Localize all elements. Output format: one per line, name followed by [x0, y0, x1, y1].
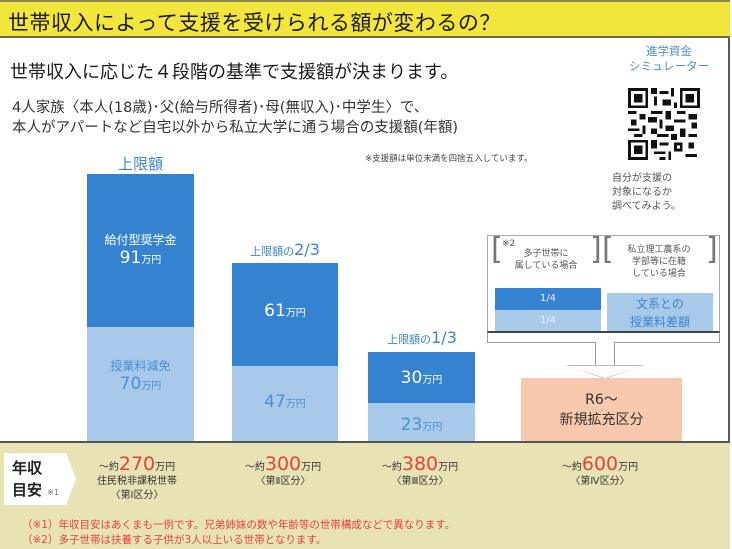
income-tier-2-category: 〈第Ⅱ区分〉 [255, 476, 311, 487]
bracket-close-icon: ] [590, 232, 602, 267]
simulator-note-line-1: 自分が支援の [612, 173, 672, 184]
bar-3-top-label: 上限額の1/3 [362, 328, 482, 347]
quarter-scholarship: 1/4 [495, 288, 601, 310]
income-tier-3-unit: 万円 [438, 462, 459, 473]
bar-1-tuition-label: 授業料減免 [110, 359, 171, 373]
new-category-line-1: R6〜 [585, 392, 618, 408]
income-tier-1-unit: 万円 [155, 462, 176, 473]
bar-3-scholarship-value: 30 [400, 368, 423, 388]
description-line-1: 4人家族〈本人(18歳)･父(給与所得者)･母(無収入)･中学生〉で、 [12, 100, 429, 116]
bar-1-tuition-value: 70 [119, 374, 142, 394]
bar-2-top-label: 上限額の2/3 [225, 240, 345, 259]
bar-1-scholarship-value: 91 [119, 248, 142, 268]
income-tag-note: ※1 [47, 488, 60, 497]
income-tier-3-amount: 380 [401, 453, 439, 475]
simulator-note: 自分が支援の 対象になるか 調べてみよう。 [612, 172, 681, 214]
multi-child-condition: 多子世帯に 属している場合 [498, 248, 594, 272]
rounding-note: ※支援額は単位未満を四捨五入しています。 [365, 154, 533, 164]
bar-1-tuition-unit: 万円 [141, 381, 162, 392]
bar-2-tuition-unit: 万円 [285, 399, 306, 410]
bar-2: 61万円 47万円 [232, 263, 338, 441]
bar-3-tuition-value: 23 [400, 415, 423, 435]
bar-3-tuition: 23万円 [368, 403, 475, 441]
bar-3-scholarship-unit: 万円 [422, 375, 443, 386]
income-tier-3: 〜約380万円 〈第Ⅲ区分〉 [365, 455, 475, 489]
bar-1: 給付型奨学金 91万円 授業料減免 70万円 [87, 174, 194, 441]
income-tag-line-2: 目安 ※1 [12, 479, 59, 500]
bar-2-tuition: 47万円 [232, 366, 338, 441]
income-tier-3-prefix: 〜約 [381, 462, 402, 473]
income-tier-2-prefix: 〜約 [244, 462, 265, 473]
income-tier-2-unit: 万円 [301, 462, 322, 473]
income-tag-line-2-text: 目安 [12, 481, 43, 499]
bar-2-scholarship-unit: 万円 [285, 308, 306, 319]
income-tier-4-unit: 万円 [618, 462, 639, 473]
bar-2-top-label-prefix: 上限額の [250, 245, 295, 258]
income-tier-1: 〜約270万円 住民税非課税世帯 〈第Ⅰ区分〉 [82, 455, 192, 503]
multi-child-note-mark: ※2 [502, 239, 516, 249]
bar-2-scholarship: 61万円 [232, 263, 338, 366]
income-tier-1-amount: 270 [118, 453, 156, 475]
bar-2-top-label-fraction: 2/3 [294, 240, 320, 259]
simulator-note-line-3: 調べてみよう。 [612, 201, 681, 212]
multi-child-condition-line-2: 属している場合 [514, 261, 578, 271]
income-guide-tag: 年収 目安 ※1 [4, 453, 66, 505]
bar-1-tuition: 授業料減免 70万円 [87, 327, 194, 441]
description-line-2: 本人がアパートなど自宅以外から私立大学に通う場合の支援額(年額) [12, 120, 459, 136]
bar-3: 30万円 23万円 [368, 352, 475, 441]
quarter-tuition: 1/4 [495, 310, 601, 332]
science-faculty-condition-line-1: 私立理工農系の [627, 245, 691, 255]
income-tier-4-category: 〈第Ⅳ区分〉 [570, 476, 630, 487]
bar-2-tuition-value: 47 [264, 392, 286, 412]
income-tag-line-1: 年収 [12, 459, 43, 477]
tuition-difference-line-1: 文系との [636, 297, 684, 311]
bar-1-scholarship-label: 給付型奨学金 [104, 233, 177, 247]
income-tier-1-desc: 住民税非課税世帯 [97, 476, 177, 487]
bracket-open-icon: [ [602, 232, 614, 267]
income-tier-1-category: 〈第Ⅰ区分〉 [110, 490, 164, 501]
science-faculty-condition-line-3: している場合 [632, 269, 686, 279]
income-tier-2: 〜約300万円 〈第Ⅱ区分〉 [228, 455, 338, 489]
bracket-close-icon: ] [706, 232, 718, 267]
income-tier-4-prefix: 〜約 [561, 462, 582, 473]
income-tier-4-amount: 600 [581, 453, 619, 475]
science-faculty-condition-line-2: 学部等に在籍 [631, 257, 686, 267]
income-tier-3-category: 〈第Ⅲ区分〉 [391, 476, 449, 487]
multi-child-condition-line-1: 多子世帯に [523, 249, 569, 259]
tuition-difference-line-2: 授業料差額 [629, 315, 690, 329]
simulator-link[interactable]: 進学資金 シミュレーター [614, 44, 724, 74]
bar-1-scholarship-unit: 万円 [141, 255, 162, 266]
new-category-line-2: 新規拡充区分 [559, 412, 644, 428]
bracket-open-icon: [ [491, 232, 503, 267]
simulator-note-line-2: 対象になるか [612, 187, 672, 198]
arrow-down-icon [595, 342, 615, 368]
tuition-difference-box: 文系との 授業料差額 [607, 293, 713, 332]
description: 4人家族〈本人(18歳)･父(給与所得者)･母(無収入)･中学生〉で、 本人がア… [12, 98, 458, 138]
bar-1-scholarship: 給付型奨学金 91万円 [87, 174, 194, 327]
income-tier-1-prefix: 〜約 [98, 462, 119, 473]
bar-3-top-label-prefix: 上限額の [387, 333, 432, 346]
bar-2-scholarship-value: 61 [264, 301, 286, 321]
income-tier-4: 〜約600万円 〈第Ⅳ区分〉 [545, 455, 655, 489]
subtitle: 世帯収入に応じた４段階の基準で支援額が決まります。 [10, 62, 459, 83]
bar-3-top-label-fraction: 1/3 [431, 328, 457, 347]
page-title: 世帯収入によって支援を受けられる額が変わるの？ [8, 11, 501, 35]
bar-3-scholarship: 30万円 [368, 352, 475, 403]
bar-1-top-label: 上限額 [117, 155, 163, 173]
simulator-title-line-2: シミュレーター [628, 59, 710, 73]
footnote-1: （※1）年収目安はあくまも一例です。兄弟姉妹の数や年齢等の世帯構成などで異なりま… [22, 519, 456, 531]
bar-3-tuition-unit: 万円 [422, 422, 443, 433]
footnote-2: （※2）多子世帯は扶養する子供が3人以上いる世帯となります。 [22, 534, 327, 546]
title-bar: 世帯収入によって支援を受けられる額が変わるの？ [0, 0, 730, 38]
tag-arrow-icon [66, 453, 76, 505]
income-footer: 年収 目安 ※1 〜約270万円 住民税非課税世帯 〈第Ⅰ区分〉 〜約300万円… [0, 441, 730, 549]
simulator-title-line-1: 進学資金 [646, 44, 692, 58]
arrow-head-inner [568, 366, 642, 378]
science-faculty-condition: 私立理工農系の 学部等に在籍 している場合 [610, 244, 708, 280]
new-expansion-category: R6〜 新規拡充区分 [521, 378, 682, 442]
expansion-conditions-box: [ ] [ ] ※2 多子世帯に 属している場合 私立理工農系の 学部等に在籍 … [487, 232, 720, 332]
income-tier-2-amount: 300 [264, 453, 302, 475]
qr-code-icon[interactable] [628, 88, 700, 160]
